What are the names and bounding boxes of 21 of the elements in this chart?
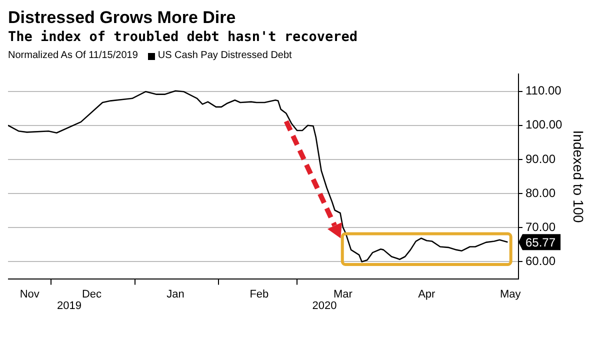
y-tick-label: 70.00 [525, 220, 556, 234]
text: 2019 [57, 300, 82, 312]
y-axis-title: Indexed to 100 [570, 130, 587, 224]
y-tick-label: 60.00 [525, 254, 556, 268]
chart-subtitle: The index of troubled debt hasn't recovered [8, 28, 358, 46]
x-tick-label: Jan [166, 288, 184, 300]
text: 2020 [312, 300, 337, 312]
legend-title: Normalized As Of 11/15/2019 [8, 49, 138, 63]
data-label: 65.77 [525, 235, 556, 250]
x-tick-label: Nov [20, 288, 40, 300]
x-tick-label: Dec [82, 288, 102, 300]
x-tick-label: Mar [333, 288, 353, 300]
x-tick-label: May [500, 288, 522, 300]
x-tick-label: Feb [250, 288, 269, 300]
x-tick-label: Apr [418, 288, 436, 300]
legend-label: US Cash Pay Distressed Debt [158, 49, 292, 63]
y-tick-label: 80.00 [525, 186, 556, 200]
y-tick-label: 90.00 [525, 152, 556, 166]
y-tick-label: 110.00 [525, 84, 562, 98]
y-tick-label: 100.00 [525, 118, 563, 132]
chart-title: Distressed Grows More Dire [8, 8, 237, 28]
